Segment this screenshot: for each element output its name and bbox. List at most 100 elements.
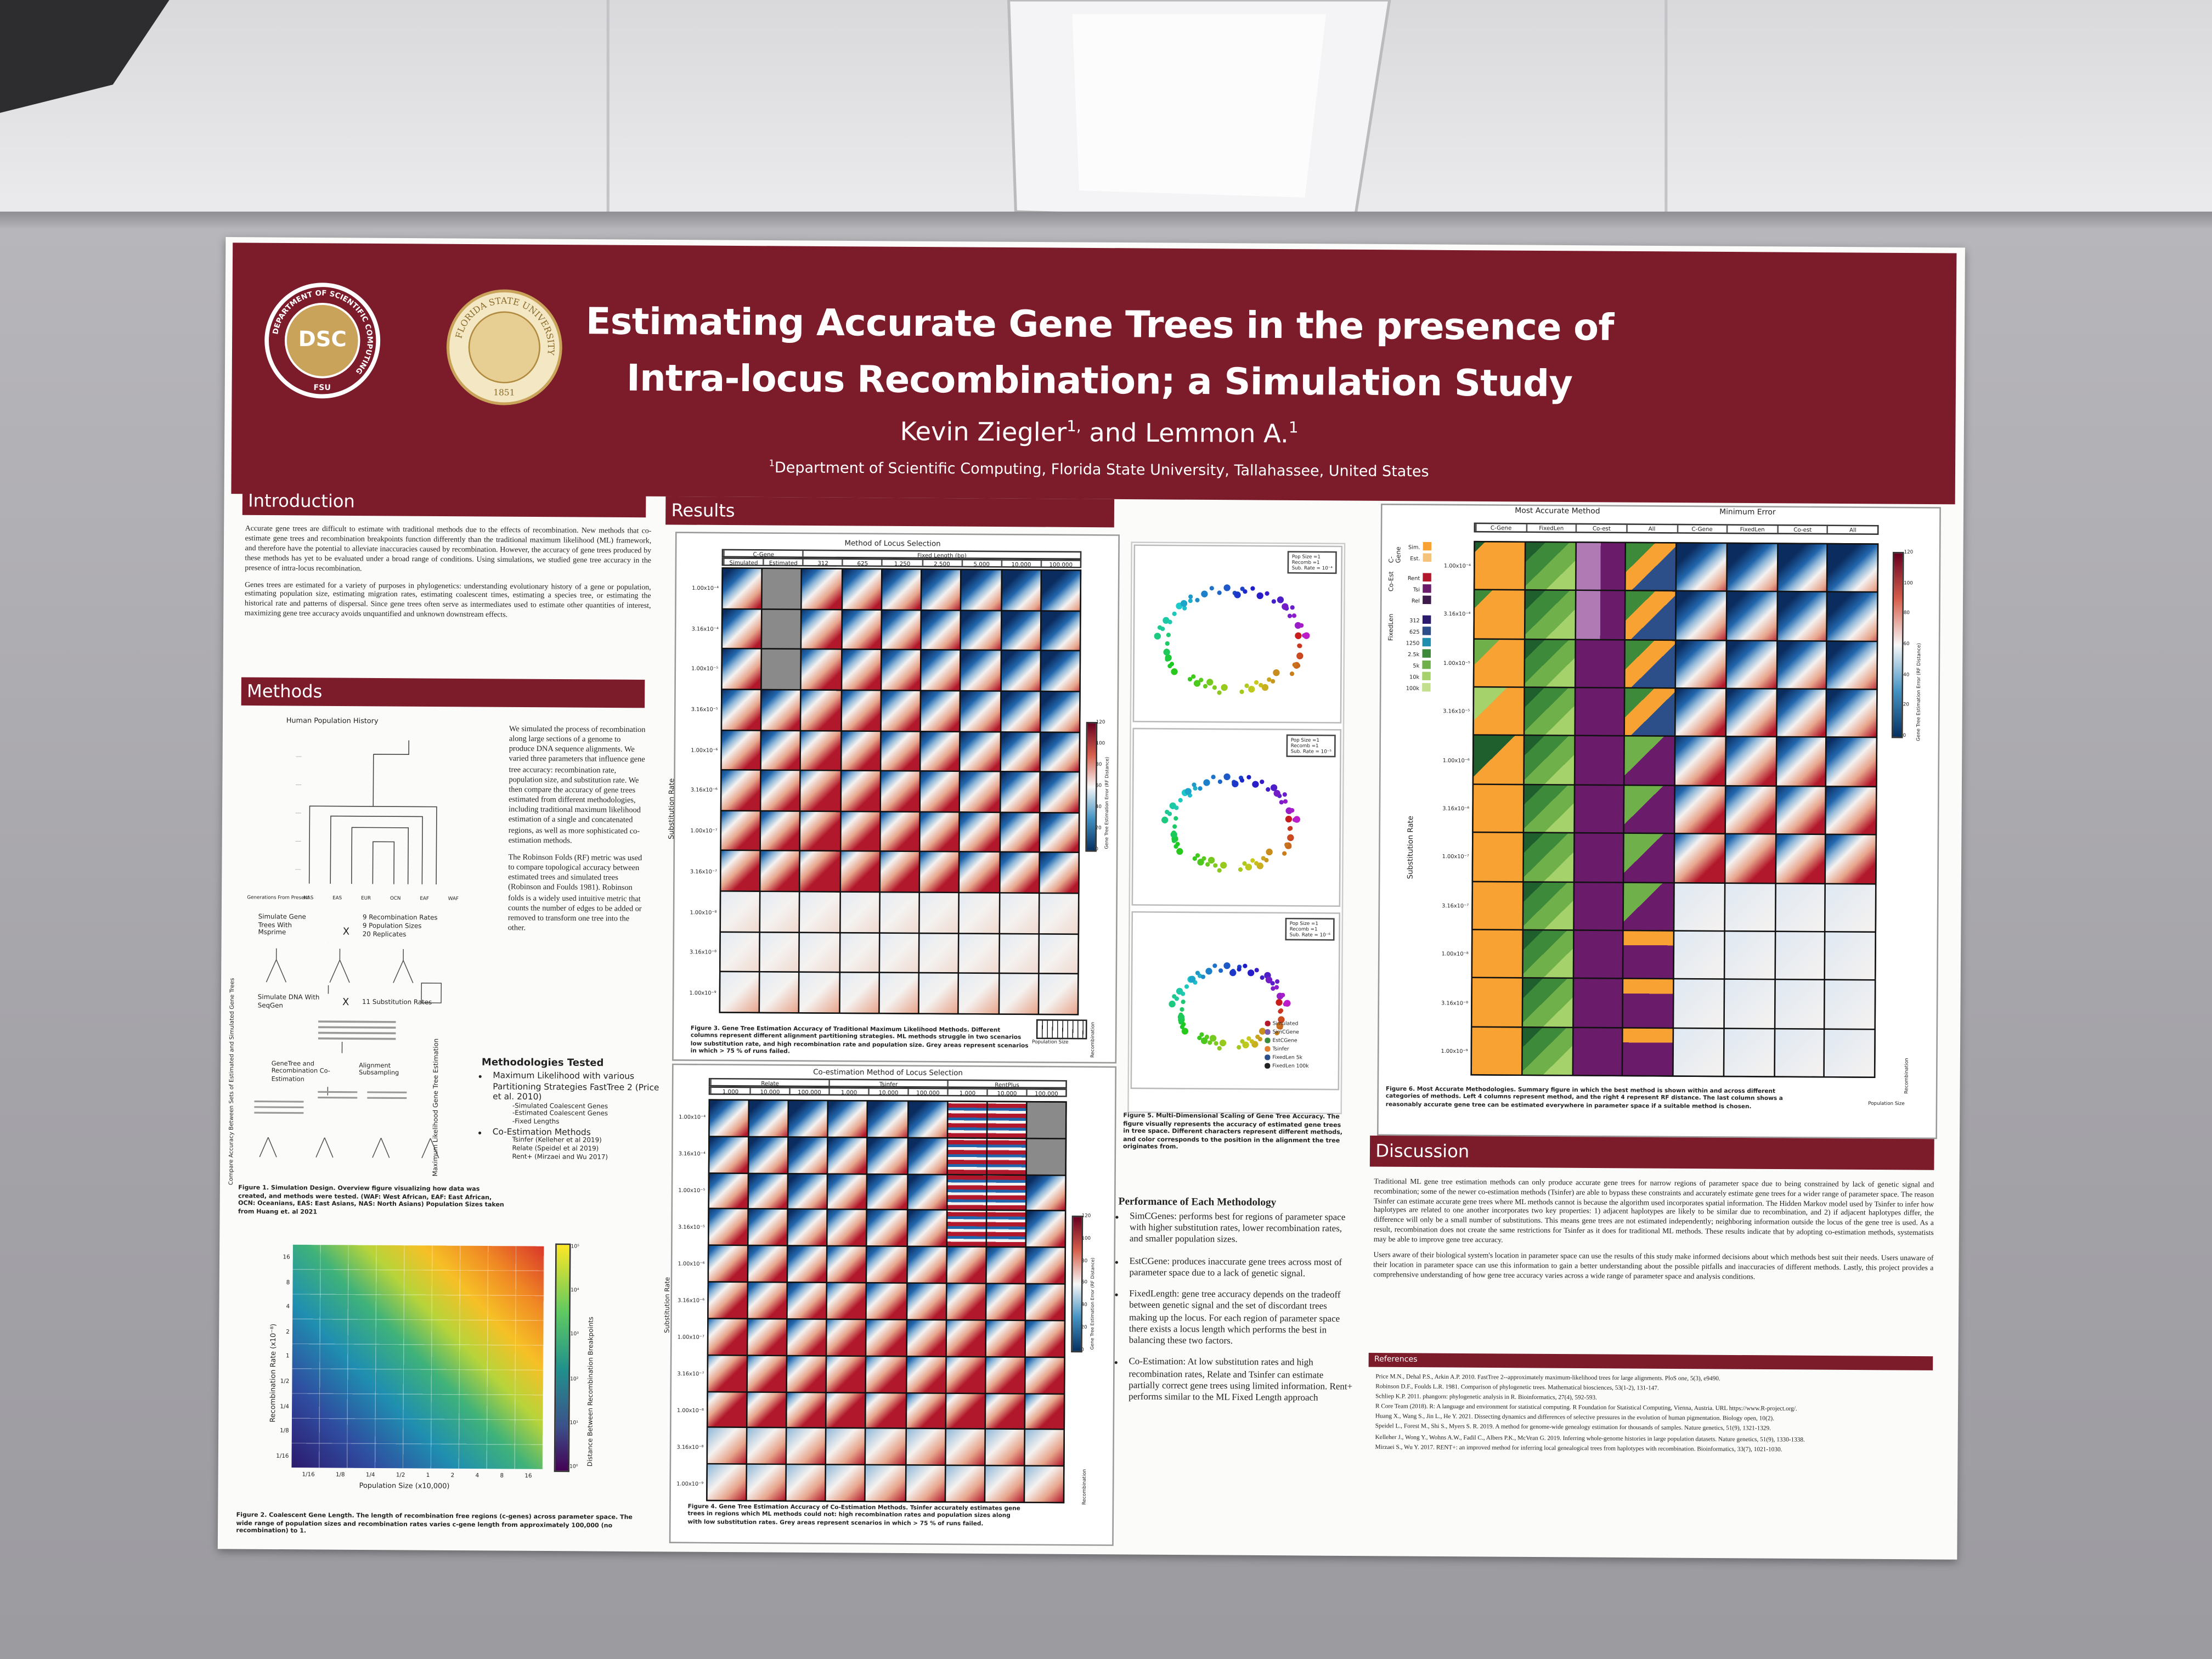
colorbar-tick-label: 80 bbox=[1903, 610, 1910, 616]
heatmap-cell bbox=[1775, 835, 1825, 883]
x-tick-label: 1/2 bbox=[396, 1471, 405, 1479]
heatmap-cell bbox=[801, 811, 840, 851]
row-label: 3.16x10⁻⁷ bbox=[677, 1369, 704, 1377]
mds-point bbox=[1205, 968, 1212, 975]
heatmap-cell bbox=[1626, 591, 1675, 639]
heatmap-cell bbox=[1000, 853, 1039, 893]
colorbar-tick-label: 10³ bbox=[570, 1331, 579, 1338]
row-label: 1.00x10⁻⁴ bbox=[692, 584, 719, 591]
heatmap-cell bbox=[1001, 611, 1040, 650]
heatmap-cell bbox=[800, 852, 840, 891]
heatmap-cell bbox=[787, 1429, 826, 1464]
heatmap-cell bbox=[986, 1211, 1025, 1247]
mds-point bbox=[1223, 584, 1231, 591]
author-name: and Lemmon A. bbox=[1081, 418, 1289, 450]
methodology-subitem: -Estimated Coalescent Genes bbox=[512, 1110, 608, 1119]
heatmap-cell bbox=[801, 731, 840, 770]
mds-point bbox=[1199, 1032, 1204, 1037]
mds-point bbox=[1214, 1041, 1218, 1046]
heatmap-cell bbox=[1624, 785, 1674, 833]
heatmap-cell bbox=[880, 852, 919, 892]
heatmap-cell bbox=[1726, 689, 1776, 737]
colorbar-tick-label: 40 bbox=[1095, 804, 1102, 810]
legend-label: FixedLen 5k bbox=[1272, 1054, 1303, 1060]
y-tick-label: 1 bbox=[285, 1352, 290, 1360]
column-label: All bbox=[1827, 526, 1877, 534]
heatmap-cell bbox=[919, 893, 959, 933]
heatmap-cell bbox=[1039, 974, 1078, 1014]
heatmap-cell bbox=[801, 771, 840, 811]
mini-trees bbox=[259, 1137, 439, 1159]
section-heading: References bbox=[1368, 1352, 1933, 1370]
heatmap-cell bbox=[1573, 979, 1623, 1027]
reference: Mirzaei S., Wu Y. 2017. RENT+: an improv… bbox=[1375, 1442, 1782, 1453]
heatmap-cell bbox=[1725, 786, 1775, 834]
fsu-seal: FLORIDA STATE UNIVERSITY 1851 bbox=[446, 289, 562, 405]
mds-point bbox=[1217, 690, 1222, 695]
mds-point bbox=[1273, 789, 1280, 797]
x-tick-label: 2 bbox=[450, 1471, 455, 1479]
figure6-colorbar bbox=[1891, 552, 1904, 738]
legend-title: FixedLen bbox=[1388, 613, 1396, 641]
figure1-step: 9 Population Sizes bbox=[362, 923, 422, 931]
column-label: C-Gene bbox=[1475, 524, 1526, 532]
heatmap-cell bbox=[826, 1429, 866, 1465]
mds-point bbox=[1246, 775, 1251, 780]
legend-marker bbox=[1265, 1046, 1270, 1052]
seq bbox=[318, 1091, 358, 1093]
heatmap-cell bbox=[1776, 689, 1826, 737]
heatmap-cell bbox=[920, 853, 959, 892]
legend-label: 625 bbox=[1409, 627, 1420, 635]
y-tick-label: 8 bbox=[286, 1278, 290, 1285]
reference: Huang X., Wang S., Jin L., He Y. 2021. D… bbox=[1375, 1412, 1775, 1423]
colorbar-tick-label: 100 bbox=[1081, 1235, 1091, 1241]
heatmap-cell bbox=[827, 1356, 866, 1392]
discussion-text: Traditional ML gene tree estimation meth… bbox=[1373, 1178, 1934, 1291]
mini-axis-label: Recombination bbox=[1903, 1058, 1910, 1094]
heatmap-cell bbox=[828, 1174, 867, 1210]
figure3-y-label: Substitution Rate bbox=[668, 778, 677, 839]
figure1-step: 20 Replicates bbox=[362, 932, 407, 940]
mds-point bbox=[1188, 975, 1196, 983]
mds-point bbox=[1178, 1020, 1183, 1025]
figure2-colorbar bbox=[554, 1243, 571, 1472]
row-label: 3.16x10⁻⁷ bbox=[1442, 901, 1469, 909]
heatmap-cell bbox=[800, 933, 839, 972]
heatmap-cell bbox=[749, 1101, 788, 1136]
heatmap-cell bbox=[788, 1283, 827, 1319]
column-label: 100,000 bbox=[1026, 1090, 1066, 1096]
mds-point bbox=[1254, 968, 1259, 973]
legend-label: Sim. bbox=[1408, 543, 1420, 550]
column-label: Simulated bbox=[723, 558, 763, 565]
row-label: 1.00x10⁻⁶ bbox=[678, 1260, 705, 1267]
colorbar-tick-label: 100 bbox=[1096, 740, 1105, 746]
row-label: 3.16x10⁻⁸ bbox=[1441, 998, 1469, 1006]
seal-year: 1851 bbox=[493, 387, 515, 397]
y-tick-label: 1/4 bbox=[280, 1402, 290, 1409]
heatmap-cell bbox=[1626, 543, 1676, 591]
heatmap-cell bbox=[1025, 1430, 1064, 1466]
heatmap-cell bbox=[1674, 834, 1724, 882]
column-label: 1,000 bbox=[828, 1088, 868, 1094]
heatmap-cell bbox=[1776, 786, 1826, 834]
heatmap-cell bbox=[1575, 737, 1624, 785]
mds-point bbox=[1274, 1031, 1279, 1036]
heatmap-cell bbox=[1724, 1028, 1774, 1076]
authors: Kevin Ziegler1, and Lemmon A.1 bbox=[563, 414, 1635, 452]
row-label: 3.16x10⁻⁷ bbox=[690, 867, 717, 875]
heatmap-cell bbox=[721, 851, 760, 891]
mds-point bbox=[1176, 848, 1183, 855]
heatmap-cell bbox=[947, 1175, 986, 1210]
reference: Speidel L., Forest M., Shi S., Myers S. … bbox=[1375, 1423, 1771, 1432]
paragraph: Accurate gene trees are difficult to est… bbox=[245, 524, 652, 573]
heatmap-cell bbox=[840, 852, 879, 891]
heatmap-cell bbox=[761, 811, 800, 851]
diagram-trees bbox=[259, 942, 439, 1159]
legend-marker bbox=[1265, 1037, 1270, 1043]
heatmap-cell bbox=[1623, 979, 1673, 1027]
column-label: 1,000 bbox=[710, 1087, 750, 1094]
performance-item: Co-Estimation: At low substitution rates… bbox=[1128, 1357, 1355, 1405]
mds-point bbox=[1217, 779, 1223, 784]
x-tick-label: 16 bbox=[524, 1471, 532, 1479]
figure2-colorbar-ticks: 10⁵ 10⁴ 10³ 10² 10¹ 10⁰ bbox=[569, 1244, 579, 1470]
